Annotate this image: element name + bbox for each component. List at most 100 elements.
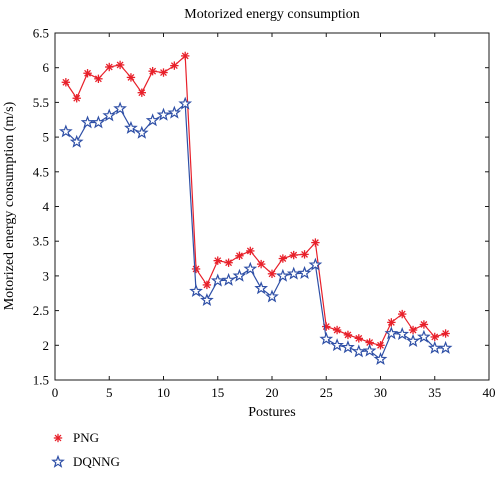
data-point-png (278, 254, 288, 263)
data-point-dqnng (330, 338, 344, 352)
x-tick-label: 20 (266, 385, 279, 400)
x-tick-label: 5 (106, 385, 113, 400)
data-point-dqnng (58, 124, 73, 138)
data-point-dqnng (286, 266, 301, 280)
legend-marker-dqnng (51, 454, 65, 468)
data-point-dqnng (178, 96, 193, 110)
data-point-png (387, 318, 396, 327)
data-point-dqnng (373, 351, 388, 366)
data-point-png (343, 330, 353, 340)
data-point-png (115, 60, 125, 70)
data-point-png (83, 69, 92, 78)
x-tick-label: 35 (428, 385, 441, 400)
data-point-dqnng (406, 333, 420, 347)
data-point-dqnng (102, 108, 117, 122)
data-point-dqnng (254, 281, 269, 295)
data-point-dqnng (210, 273, 225, 287)
data-point-dqnng (134, 125, 149, 139)
y-tick-label: 5 (43, 130, 50, 145)
y-axis-label: Motorized energy consumption (m/s) (2, 101, 17, 310)
x-axis-label: Postures (248, 405, 295, 420)
data-point-png (181, 51, 190, 61)
data-point-dqnng (221, 272, 236, 286)
data-point-dqnng (384, 326, 399, 340)
data-point-png (376, 341, 385, 350)
data-point-dqnng (124, 120, 138, 134)
data-point-dqnng (438, 340, 453, 354)
chart-title: Motorized energy consumption (184, 7, 360, 22)
y-tick-label: 1.5 (33, 373, 49, 388)
data-point-dqnng (351, 344, 366, 358)
data-point-png (224, 258, 233, 267)
y-tick-label: 5.5 (33, 95, 49, 110)
data-point-dqnng (69, 134, 84, 148)
data-point-png (332, 325, 342, 335)
legend-label-png: PNG (73, 430, 99, 445)
data-point-dqnng (91, 115, 106, 129)
data-point-png (235, 251, 244, 260)
x-axis: 0 5 10 15 20 25 30 35 40 (52, 33, 496, 400)
data-point-dqnng (189, 283, 203, 298)
data-point-png (72, 94, 81, 103)
y-axis: 1.5 2 2.5 3 3.5 4 4.5 5 5.5 6 6.5 (33, 26, 489, 388)
data-point-png (300, 250, 309, 259)
data-point-png (148, 66, 157, 76)
data-point-png (354, 334, 363, 343)
x-tick-label: 10 (157, 385, 170, 400)
series-layer (58, 51, 453, 366)
data-point-png (137, 88, 146, 97)
x-tick-label: 15 (211, 385, 224, 400)
data-point-png (159, 68, 168, 77)
y-tick-label: 3.5 (33, 234, 49, 249)
data-point-dqnng (362, 343, 377, 357)
data-point-png (289, 250, 298, 260)
data-point-png (191, 264, 201, 274)
legend: PNG DQNNG (51, 430, 120, 469)
data-point-png (246, 246, 255, 256)
data-point-png (441, 329, 450, 338)
data-point-png (105, 62, 114, 72)
data-point-dqnng (243, 261, 258, 275)
legend-marker-png (53, 433, 63, 443)
x-tick-label: 30 (374, 385, 387, 400)
data-point-png (202, 280, 212, 290)
data-point-png (408, 325, 418, 335)
data-point-dqnng (275, 268, 290, 282)
data-point-png (267, 269, 277, 279)
data-point-dqnng (427, 340, 442, 354)
data-point-dqnng (341, 340, 355, 354)
data-point-png (61, 78, 71, 87)
data-point-dqnng (113, 101, 127, 115)
data-point-dqnng (308, 257, 323, 271)
y-tick-label: 2 (43, 338, 50, 353)
data-point-dqnng (265, 289, 279, 303)
data-point-dqnng (156, 107, 171, 121)
series-line-png (65, 54, 446, 347)
data-point-png (256, 259, 266, 269)
x-tick-label: 0 (52, 385, 59, 400)
series-dqnng (58, 96, 453, 366)
data-point-dqnng (80, 115, 95, 129)
y-tick-label: 4 (43, 199, 50, 214)
data-point-dqnng (417, 329, 431, 343)
x-tick-label: 25 (320, 385, 333, 400)
series-line-dqnng (65, 102, 446, 361)
data-point-dqnng (319, 331, 334, 345)
data-point-png (430, 332, 439, 342)
data-point-png (419, 320, 429, 329)
data-point-dqnng (145, 113, 160, 127)
data-point-dqnng (200, 292, 214, 307)
data-point-png (398, 309, 407, 319)
data-point-dqnng (297, 265, 312, 279)
y-tick-label: 6.5 (33, 26, 49, 41)
y-tick-label: 3 (43, 268, 50, 283)
x-tick-label: 40 (483, 385, 496, 400)
data-point-png (126, 73, 136, 82)
y-tick-label: 6 (43, 60, 50, 75)
series-png (61, 51, 450, 350)
data-point-png (170, 61, 179, 70)
data-point-dqnng (395, 326, 410, 341)
y-tick-label: 2.5 (33, 303, 49, 318)
